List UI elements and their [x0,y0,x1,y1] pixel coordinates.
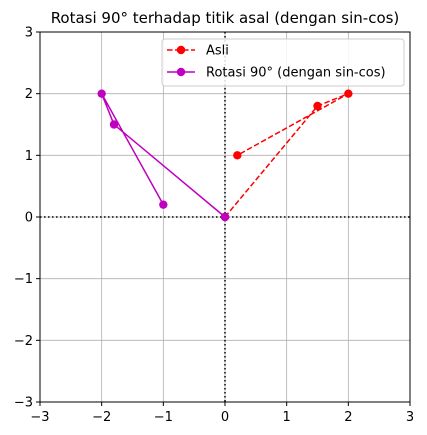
chart-title: Rotasi 90° terhadap titik asal (dengan s… [51,9,400,27]
x-tick-label: 2 [344,410,352,425]
legend-swatch-marker [176,67,186,77]
plot-series [97,89,353,222]
data-point [233,151,242,160]
y-tick-label: 0 [25,211,33,226]
data-point [344,89,353,98]
data-point [220,212,230,222]
legend-box [161,38,405,87]
y-tick-label: 3 [25,26,33,41]
series-line-0 [224,92,349,218]
y-tick-label: −1 [14,272,33,287]
series-line-1 [100,93,226,218]
data-point [313,101,322,111]
y-tick-label: −2 [14,334,33,349]
legend-label: Rotasi 90° (dengan sin-cos) [206,66,386,81]
legend: Asli Rotasi 90° (dengan sin-cos) [161,38,405,87]
y-tick-label: 1 [25,149,33,164]
y-tick-label: −3 [14,396,33,411]
y-tick-label: 2 [25,87,33,102]
data-point [159,200,168,209]
x-tick-label: 3 [406,410,414,425]
x-tick-label: −1 [154,410,173,425]
x-axis: −3 −2 −1 0 1 2 3 [30,402,414,425]
data-point [97,89,106,98]
data-point [109,120,119,129]
x-tick-label: 0 [221,410,229,425]
legend-swatch-marker [176,45,186,55]
y-axis: −3 −2 −1 0 1 2 3 [14,26,40,411]
x-tick-label: −2 [92,410,111,425]
legend-label: Asli [206,44,229,59]
x-tick-label: −3 [30,410,49,425]
x-tick-label: 1 [283,410,291,425]
